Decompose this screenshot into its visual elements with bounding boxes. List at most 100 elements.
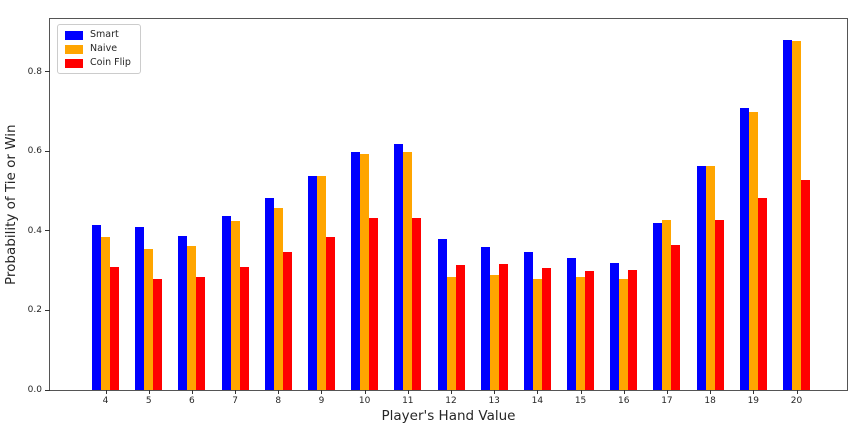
bar-smart — [567, 257, 577, 390]
y-tick-mark — [45, 309, 50, 311]
legend-row: Naive — [65, 44, 131, 54]
x-tick-mark — [494, 390, 496, 394]
bar-smart — [394, 144, 404, 390]
bar-group-13: 13 — [480, 19, 508, 406]
x-tick-mark — [407, 390, 409, 394]
bar-smart — [783, 40, 792, 390]
x-tick-label: 5 — [145, 396, 152, 406]
legend-label: Naive — [90, 43, 118, 54]
bar-group-14: 14 — [523, 19, 551, 406]
legend: Smart Naive Coin Flip — [57, 24, 141, 74]
bar-naive — [532, 278, 542, 390]
bar-group-10: 10 — [351, 19, 379, 406]
x-tick-label: 8 — [275, 396, 282, 406]
bar-smart — [610, 262, 620, 390]
bar-smart — [307, 176, 317, 390]
bar-group-9: 9 — [307, 19, 335, 406]
bar-smart — [739, 108, 749, 390]
bar-naive — [662, 219, 672, 390]
bar-group-5: 5 — [135, 19, 163, 406]
x-tick-mark — [191, 390, 193, 394]
bar-coin-flip — [239, 266, 249, 390]
x-tick-label: 12 — [445, 396, 457, 406]
bar-coin-flip — [714, 219, 724, 390]
bar-naive — [705, 166, 715, 390]
x-tick-mark — [278, 390, 280, 394]
bar-naive — [446, 277, 456, 390]
bar-coin-flip — [498, 263, 508, 390]
bar-smart — [696, 166, 706, 390]
legend-swatch-icon — [65, 58, 83, 68]
x-tick-mark — [235, 390, 237, 394]
y-tick-label: 0.8 — [27, 66, 42, 77]
bar-group-17: 17 — [653, 19, 681, 406]
bar-naive — [576, 276, 586, 390]
legend-label: Smart — [90, 29, 119, 40]
bar-smart — [523, 251, 533, 390]
x-tick-label: 15 — [574, 396, 587, 406]
x-tick-label: 16 — [618, 396, 630, 406]
bar-group-11: 11 — [394, 19, 422, 406]
bar-coin-flip — [153, 278, 163, 390]
x-tick-label: 10 — [358, 396, 371, 406]
x-tick-mark — [666, 390, 668, 394]
x-tick-mark — [580, 390, 582, 394]
bar-coin-flip — [757, 197, 767, 390]
bar-naive — [360, 154, 370, 390]
bar-coin-flip — [628, 269, 638, 390]
bar-group-15: 15 — [567, 19, 595, 406]
bar-coin-flip — [585, 270, 595, 390]
bar-naive — [403, 152, 413, 390]
bar-coin-flip — [412, 217, 422, 390]
x-axis-label: Player's Hand Value — [381, 408, 516, 424]
legend-row: Smart — [65, 30, 131, 40]
bar-naive — [619, 278, 629, 390]
bar-group-12: 12 — [437, 19, 465, 406]
legend-swatch-icon — [65, 44, 83, 54]
bar-smart — [437, 239, 447, 390]
bar-group-8: 8 — [264, 19, 292, 406]
bar-coin-flip — [196, 277, 206, 390]
bar-group-18: 18 — [696, 19, 724, 406]
bar-coin-flip — [282, 251, 292, 390]
x-tick-mark — [321, 390, 323, 394]
x-tick-label: 7 — [232, 396, 238, 406]
legend-row: Coin Flip — [65, 58, 131, 68]
y-tick-label: 0.4 — [27, 225, 42, 236]
bar-naive — [316, 176, 326, 390]
bar-smart — [351, 152, 361, 390]
y-tick-mark — [45, 230, 50, 232]
x-tick-mark — [537, 390, 539, 394]
bar-naive — [101, 236, 110, 390]
bar-smart — [221, 215, 231, 390]
bar-smart — [480, 246, 490, 390]
bar-naive — [273, 207, 283, 390]
bar-naive — [230, 221, 240, 390]
plot-area: 0.0 0.2 0.4 0.6 0.8 4 5 6 7 8 9 10 11 12 13 14 15 16 17 18… — [28, 18, 848, 406]
x-tick-label: 4 — [102, 396, 109, 406]
bar-smart — [178, 235, 188, 390]
y-tick-mark — [45, 150, 50, 152]
bar-smart — [264, 197, 274, 390]
x-tick-mark — [753, 390, 755, 394]
x-tick-label: 17 — [661, 396, 673, 406]
bar-coin-flip — [325, 236, 335, 390]
y-tick-label: 0.2 — [27, 305, 42, 316]
bar-coin-flip — [110, 266, 119, 390]
bar-coin-flip — [455, 264, 465, 390]
bar-group-6: 6 — [178, 19, 206, 406]
x-tick-label: 18 — [704, 396, 716, 406]
bar-naive — [792, 40, 801, 390]
x-tick-label: 9 — [318, 396, 325, 406]
bar-naive — [144, 248, 154, 390]
x-tick-mark — [623, 390, 625, 394]
y-tick-mark — [45, 389, 50, 391]
x-tick-mark — [451, 390, 452, 394]
bar-group-19: 19 — [739, 19, 767, 406]
bar-group-20: 20 — [783, 19, 810, 406]
x-tick-label: 14 — [531, 396, 544, 406]
bar-smart — [92, 224, 101, 390]
bar-naive — [748, 111, 758, 390]
x-tick-label: 20 — [790, 396, 803, 406]
legend-swatch-icon — [65, 30, 83, 40]
